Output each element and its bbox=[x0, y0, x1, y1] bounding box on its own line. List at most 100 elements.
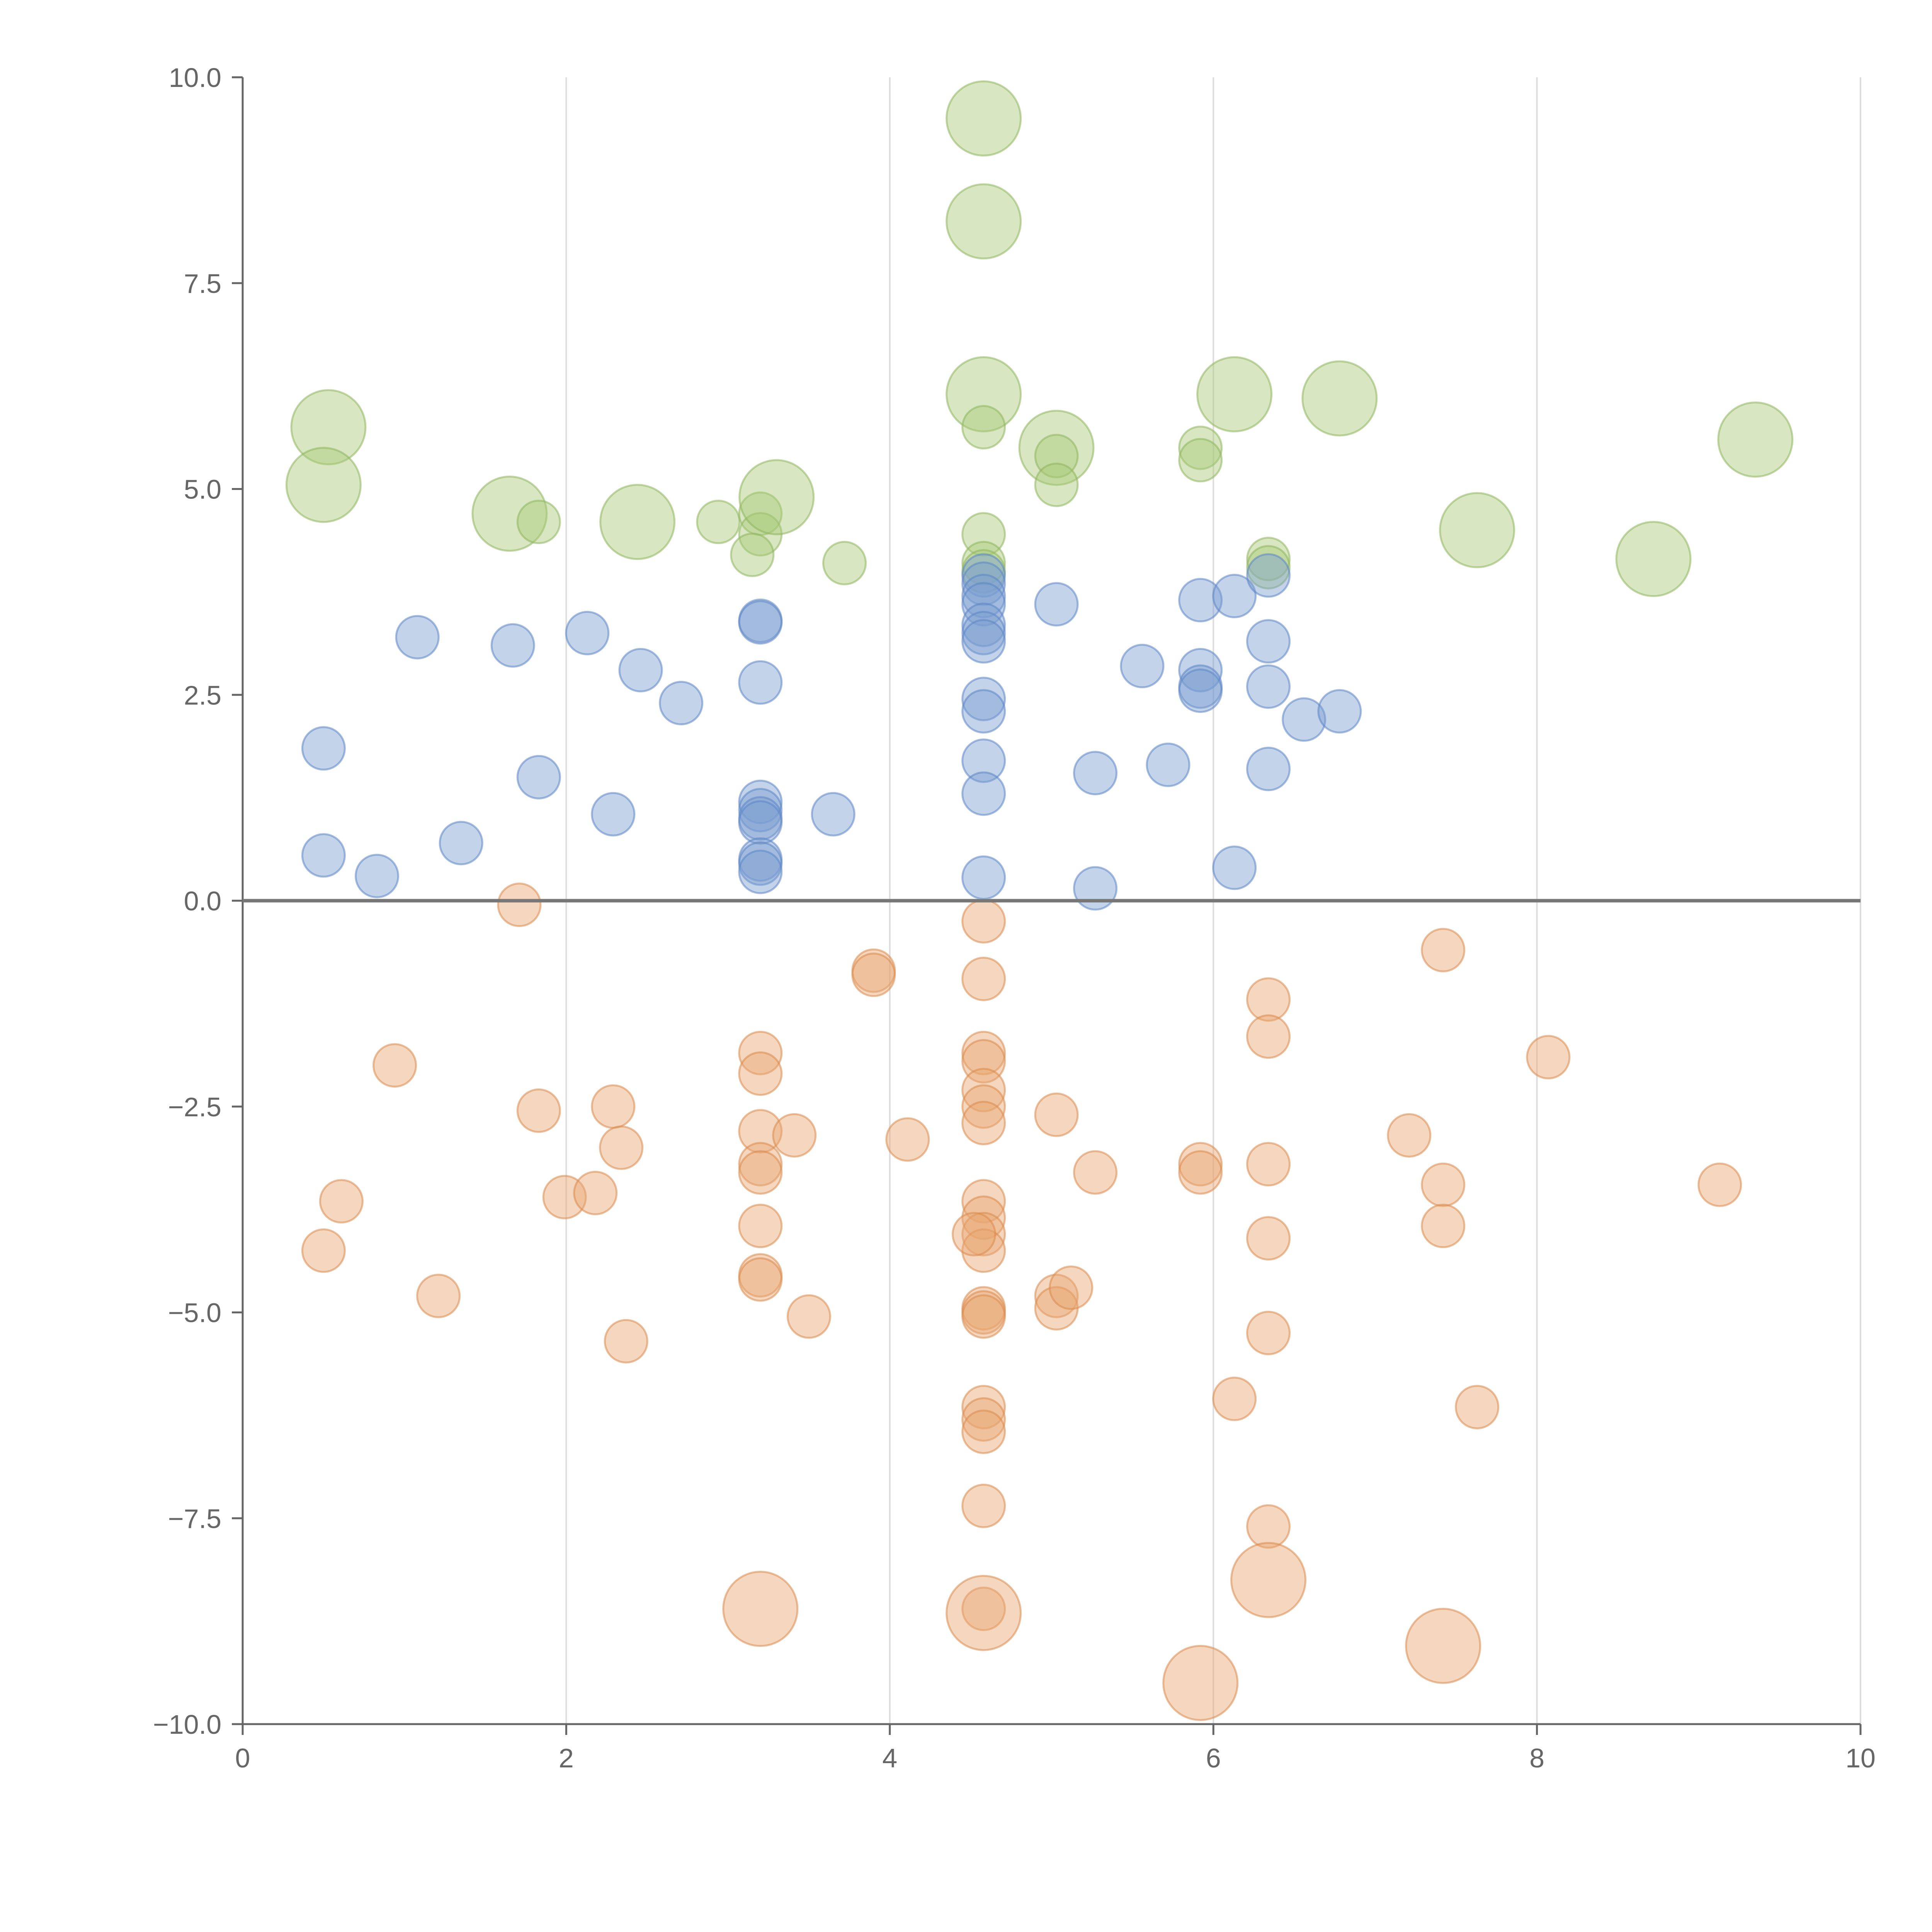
orange-bubble bbox=[1421, 1162, 1466, 1207]
orange-bubble bbox=[961, 899, 1006, 944]
orange-bubble bbox=[591, 1084, 636, 1129]
green-bubble bbox=[1034, 463, 1079, 507]
orange-bubble bbox=[1246, 1216, 1291, 1261]
blue-bubble bbox=[961, 771, 1006, 816]
green-bubble bbox=[516, 500, 561, 544]
green-bubble bbox=[1178, 438, 1223, 483]
orange-bubble bbox=[301, 1228, 346, 1273]
blue-bubble bbox=[1073, 751, 1118, 796]
blue-bubble bbox=[961, 677, 1006, 721]
x-tick-label: 0 bbox=[235, 1743, 250, 1773]
orange-bubble bbox=[1246, 1142, 1291, 1187]
blue-bubble bbox=[1246, 553, 1291, 598]
blue-bubble bbox=[355, 854, 400, 898]
orange-bubble bbox=[961, 1179, 1006, 1224]
orange-bubble bbox=[946, 1575, 1022, 1651]
orange-bubble bbox=[1421, 1204, 1466, 1248]
green-bubble bbox=[471, 475, 548, 552]
green-bubble bbox=[1178, 425, 1223, 470]
blue-bubble bbox=[1212, 574, 1257, 619]
orange-bubble bbox=[786, 1294, 831, 1339]
green-bubble bbox=[1439, 492, 1515, 568]
green-bubble bbox=[946, 80, 1022, 157]
blue-bubble bbox=[516, 755, 561, 799]
blue-bubble bbox=[1317, 689, 1362, 734]
x-tick-label: 8 bbox=[1529, 1743, 1544, 1773]
green-bubble bbox=[730, 532, 775, 577]
orange-bubble bbox=[416, 1274, 461, 1318]
orange-bubble bbox=[1246, 1014, 1291, 1059]
y-tick-label: 5.0 bbox=[184, 474, 221, 505]
green-bubble bbox=[961, 405, 1006, 450]
orange-bubble bbox=[1526, 1035, 1571, 1080]
green-bubble bbox=[285, 447, 362, 523]
green-bubble bbox=[946, 356, 1022, 432]
green-bubble bbox=[1615, 521, 1692, 597]
y-tick-label: −7.5 bbox=[168, 1503, 221, 1534]
x-tick-label: 6 bbox=[1206, 1743, 1221, 1773]
orange-bubble bbox=[722, 1571, 799, 1647]
orange-bubble bbox=[952, 1212, 997, 1257]
blue-bubble bbox=[1034, 582, 1079, 627]
orange-bubble bbox=[1230, 1542, 1307, 1618]
blue-bubble bbox=[1178, 578, 1223, 622]
orange-bubble bbox=[961, 1397, 1006, 1442]
orange-bubble bbox=[961, 1084, 1006, 1129]
orange-bubble bbox=[1387, 1113, 1432, 1158]
blue-bubble bbox=[738, 849, 783, 894]
orange-bubble bbox=[961, 1068, 1006, 1112]
green-bubble bbox=[1301, 360, 1378, 437]
blue-bubble bbox=[738, 660, 783, 705]
orange-bubble bbox=[851, 952, 896, 997]
green-bubble bbox=[946, 183, 1022, 260]
blue-bubble bbox=[1073, 866, 1118, 911]
blue-bubble bbox=[301, 726, 346, 771]
label-layer: 0 2 4 6 8 10 10.0 7.5 5.0 2.5 0.0 −2.5 −5.0 −7.5 −10.0 bbox=[153, 63, 1876, 1773]
blue-bubble bbox=[1246, 664, 1291, 709]
orange-bubble bbox=[961, 1100, 1006, 1145]
blue-bubble bbox=[618, 648, 663, 692]
orange-bubble bbox=[497, 883, 542, 927]
orange-bubble bbox=[738, 1051, 783, 1096]
orange-bubble bbox=[885, 1117, 930, 1162]
orange-bubble bbox=[1405, 1608, 1481, 1684]
orange-bubble bbox=[516, 1088, 561, 1133]
blue-bubble bbox=[1282, 697, 1327, 742]
orange-bubble bbox=[1697, 1162, 1742, 1207]
green-bubble bbox=[599, 484, 676, 560]
orange-bubble bbox=[961, 1483, 1006, 1528]
green-bubble bbox=[696, 500, 741, 544]
x-tick-label: 2 bbox=[559, 1743, 574, 1773]
blue-bubble bbox=[1120, 644, 1165, 689]
blue-bubble bbox=[961, 619, 1006, 664]
y-tick-label: 0.0 bbox=[184, 886, 221, 916]
orange-bubble bbox=[1246, 1504, 1291, 1549]
orange-bubble bbox=[772, 1113, 817, 1158]
blue-bubble bbox=[961, 738, 1006, 783]
green-bubble bbox=[1196, 356, 1273, 432]
orange-bubble bbox=[1246, 1311, 1291, 1355]
orange-bubble bbox=[1034, 1092, 1079, 1137]
blue-bubble bbox=[738, 800, 783, 845]
blue-bubble bbox=[439, 821, 483, 866]
orange-bubble bbox=[738, 1109, 783, 1154]
orange-bubble bbox=[604, 1319, 648, 1364]
y-tick-label: 2.5 bbox=[184, 680, 221, 710]
orange-bubble bbox=[1049, 1265, 1094, 1310]
blue-bubble bbox=[1246, 619, 1291, 664]
orange-bubble bbox=[1178, 1150, 1223, 1195]
orange-bubble bbox=[961, 1385, 1006, 1430]
orange-bubble bbox=[1455, 1385, 1500, 1430]
blue-bubble bbox=[395, 615, 440, 660]
x-tick-label: 4 bbox=[882, 1743, 897, 1773]
y-tick-label: −2.5 bbox=[168, 1092, 221, 1122]
orange-bubble bbox=[961, 1212, 1006, 1257]
blue-bubble bbox=[1146, 742, 1190, 787]
orange-bubble bbox=[599, 1125, 644, 1170]
orange-bubble bbox=[319, 1179, 364, 1224]
orange-bubble bbox=[1421, 928, 1466, 973]
orange-bubble bbox=[961, 1294, 1006, 1339]
orange-bubble bbox=[738, 1150, 783, 1195]
blue-bubble bbox=[591, 792, 636, 837]
